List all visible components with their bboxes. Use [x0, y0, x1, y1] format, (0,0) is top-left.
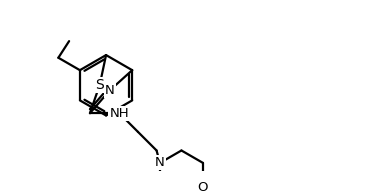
- Text: N: N: [155, 156, 165, 169]
- Text: O: O: [198, 181, 208, 192]
- Text: NH: NH: [109, 107, 129, 120]
- Text: N: N: [105, 84, 114, 97]
- Text: S: S: [95, 78, 104, 92]
